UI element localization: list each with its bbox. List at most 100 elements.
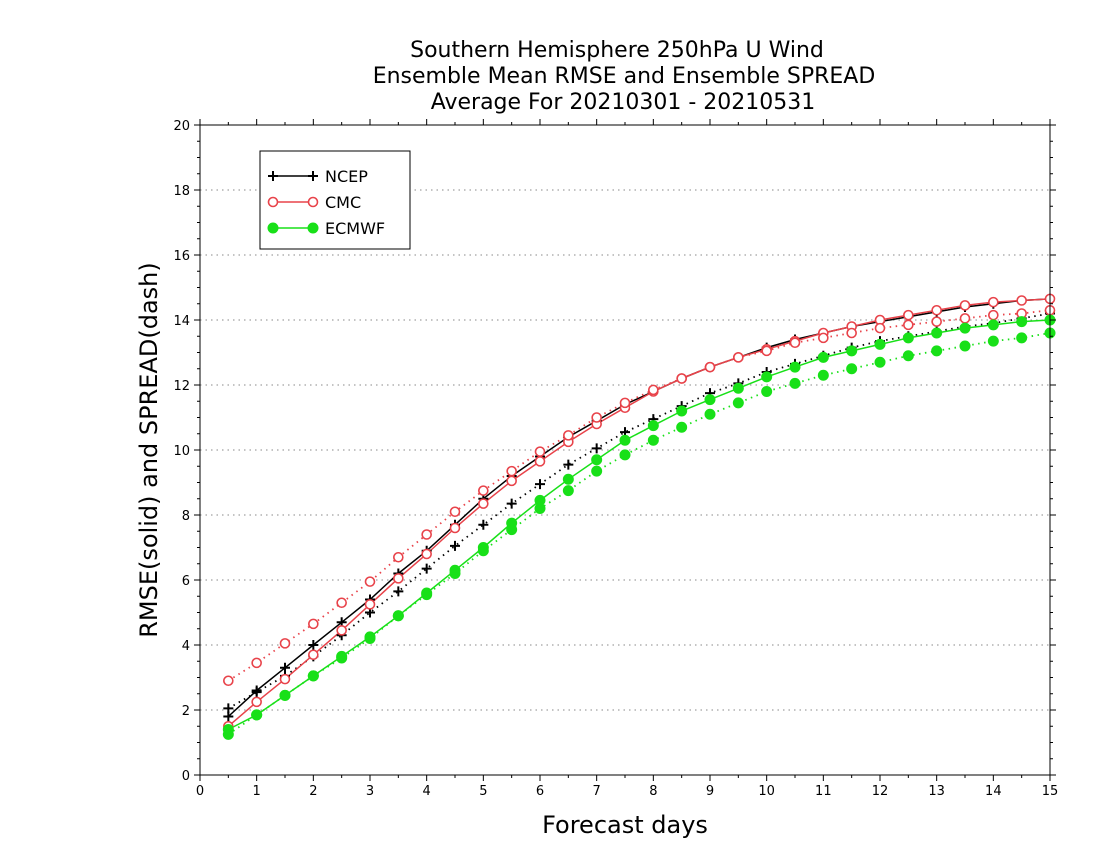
y-tick-label: 10	[173, 444, 190, 459]
cmc-spread-point	[931, 316, 942, 327]
ecmwf-spread-point	[392, 610, 404, 622]
y-tick-label: 12	[173, 379, 190, 394]
cmc-spread-point	[421, 529, 432, 540]
y-tick-label: 0	[182, 769, 190, 784]
ecmwf-spread-point	[307, 670, 319, 682]
cmc-spread-point	[818, 332, 829, 344]
legend-marker-ecmwf	[267, 222, 279, 234]
cmc-spread-point	[789, 337, 801, 349]
ecmwf-spread-point	[902, 350, 914, 362]
ecmwf-spread-point	[704, 408, 716, 420]
cmc-rmse-point	[393, 573, 404, 584]
ncep-rmse-point	[308, 640, 319, 650]
cmc-rmse-point	[506, 475, 517, 487]
cmc-spread-point	[591, 412, 602, 423]
x-axis: 0 1 2 3 4 5 6 7 8 9 10 11 12 13 14 15	[196, 119, 1058, 799]
cmc-rmse-point	[534, 456, 546, 467]
legend-marker-ncep	[268, 171, 278, 181]
legend-box	[259, 150, 411, 250]
ecmwf-rmse-point	[987, 319, 999, 331]
cmc-rmse-line	[227, 298, 1051, 727]
cmc-rmse-point	[478, 498, 489, 509]
legend-marker-ncep	[308, 171, 318, 181]
x-tick-label: 9	[706, 784, 714, 799]
legend-marker-cmc	[307, 196, 319, 208]
cmc-spread-point	[308, 618, 319, 630]
cmc-spread-point	[704, 361, 716, 373]
cmc-spread-line	[227, 309, 1051, 682]
ecmwf-rmse-line	[227, 319, 1051, 731]
y-axis: 0 2 4 6 8 10 12 14 16 18 20	[173, 119, 1056, 784]
ecmwf-rmse-point	[591, 454, 603, 466]
ecmwf-rmse-point	[562, 473, 574, 485]
cmc-rmse-point	[959, 300, 971, 311]
ecmwf-spread-point	[562, 485, 574, 497]
series-lines	[227, 298, 1051, 736]
ecmwf-spread-point	[931, 345, 943, 357]
ecmwf-rmse-point	[874, 338, 886, 350]
x-tick-label: 1	[253, 784, 261, 799]
ecmwf-rmse-point	[704, 394, 716, 406]
y-tick-label: 16	[173, 249, 190, 264]
ecmwf-spread-point	[591, 465, 603, 477]
ecmwf-spread-point	[336, 652, 348, 664]
cmc-rmse-point	[308, 649, 319, 661]
x-tick-label: 0	[196, 784, 204, 799]
cmc-spread-point	[251, 657, 262, 669]
ncep-spread-point	[421, 563, 432, 574]
x-tick-label: 15	[1042, 784, 1059, 799]
x-tick-label: 4	[423, 784, 431, 799]
ecmwf-rmse-point	[817, 351, 829, 363]
ecmwf-rmse-point	[931, 327, 943, 339]
cmc-spread-point	[733, 352, 744, 363]
cmc-rmse-point	[903, 309, 914, 321]
ecmwf-spread-point	[732, 397, 744, 409]
x-tick-label: 11	[815, 784, 832, 799]
y-tick-label: 18	[173, 184, 190, 199]
x-tick-label: 13	[928, 784, 945, 799]
x-tick-label: 5	[479, 784, 487, 799]
ecmwf-rmse-point	[619, 434, 631, 446]
cmc-spread-point	[761, 345, 772, 357]
cmc-rmse-point	[988, 296, 999, 308]
ecmwf-spread-point	[619, 449, 631, 461]
ecmwf-spread-point	[506, 524, 518, 536]
ecmwf-spread-point	[959, 340, 971, 352]
ncep-rmse-line	[227, 298, 1051, 718]
cmc-spread-point	[223, 675, 234, 687]
ncep-spread-point	[591, 443, 602, 454]
cmc-spread-point	[874, 322, 886, 334]
ecmwf-rmse-point	[959, 322, 971, 334]
ecmwf-spread-point	[647, 434, 659, 446]
x-tick-label: 12	[872, 784, 889, 799]
cmc-spread-point	[506, 465, 517, 477]
ecmwf-rmse-point	[647, 420, 659, 432]
x-tick-label: 3	[366, 784, 374, 799]
x-axis-label: Forecast days	[542, 811, 708, 839]
cmc-spread-point	[648, 384, 659, 396]
ecmwf-spread-point	[874, 356, 886, 368]
cmc-spread-point	[846, 327, 857, 339]
cmc-spread-point	[676, 373, 687, 384]
x-tick-label: 8	[649, 784, 657, 799]
cmc-spread-point	[534, 446, 546, 457]
cmc-spread-point	[393, 551, 404, 563]
legend-label-ecmwf: ECMWF	[325, 219, 385, 238]
cmc-spread-point	[279, 638, 291, 649]
ecmwf-rmse-point	[1016, 316, 1028, 328]
cmc-spread-point	[619, 397, 631, 409]
ecmwf-rmse-point	[789, 361, 801, 373]
ncep-spread-point	[450, 540, 460, 551]
cmc-spread-point	[988, 309, 999, 321]
x-tick-label: 6	[536, 784, 544, 799]
title-line-2: Ensemble Mean RMSE and Ensemble SPREAD	[373, 64, 876, 89]
cmc-rmse-point	[931, 304, 942, 316]
ecmwf-spread-point	[761, 386, 773, 397]
cmc-rmse-point	[279, 673, 291, 685]
y-tick-label: 14	[173, 314, 190, 329]
ecmwf-spread-line	[227, 332, 1051, 736]
x-tick-label: 10	[758, 784, 775, 799]
ecmwf-spread-point	[676, 421, 688, 433]
y-tick-label: 8	[182, 509, 190, 524]
